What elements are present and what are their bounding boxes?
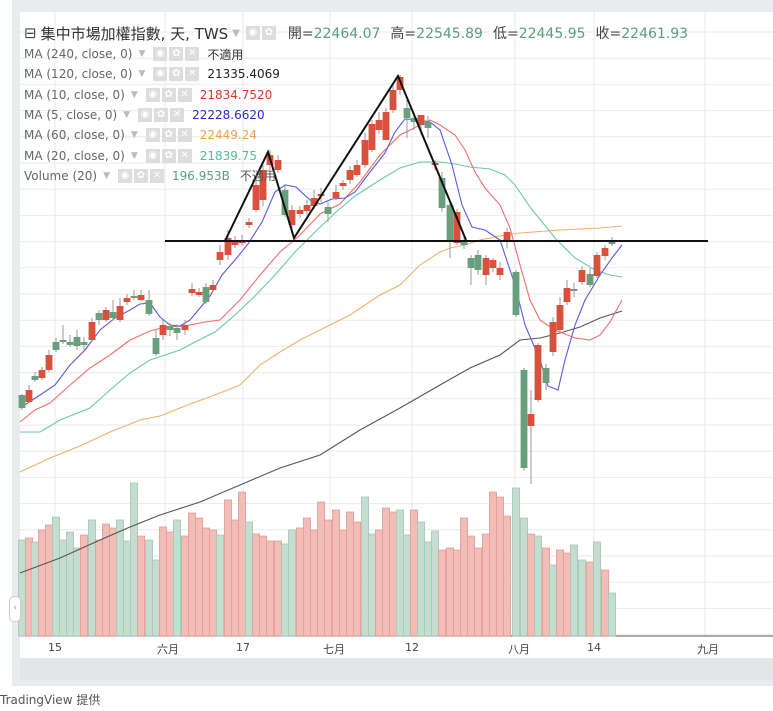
chevron-down-icon[interactable]: ▼ (130, 130, 138, 141)
indicator-label[interactable]: MA (20, close, 0) (24, 148, 125, 163)
indicator-value: 21335.4069 (207, 67, 280, 82)
indicator-label[interactable]: MA (5, close, 0) (24, 108, 118, 123)
chevron-down-icon[interactable]: ▼ (130, 89, 138, 100)
ohlc-high: 高=22545.89 (390, 26, 483, 42)
chevron-down-icon[interactable]: ▼ (103, 170, 110, 181)
chevron-down-icon[interactable]: ▼ (130, 150, 138, 161)
indicator-value: 22449.24 (199, 128, 257, 143)
close-icon[interactable]: ✕ (177, 148, 192, 163)
close-icon[interactable]: ✕ (150, 168, 164, 183)
indicator-row[interactable]: MA (10, close, 0) ▼ ◉ ✿ ✕ 21834.7520 (24, 85, 688, 105)
indicator-label[interactable]: MA (120, close, 0) (24, 67, 133, 82)
close-icon[interactable]: ✕ (185, 47, 200, 62)
close-icon[interactable]: ✕ (177, 87, 192, 102)
indicator-value: 22228.6620 (192, 108, 265, 123)
eye-icon[interactable]: ◉ (145, 87, 160, 102)
grid-lines (20, 12, 773, 637)
indicator-label[interactable]: Volume (20) (24, 168, 98, 183)
x-axis-label: 12 (405, 641, 419, 654)
indicator-row[interactable]: MA (5, close, 0) ▼ ◉ ✿ ✕ 22228.6620 (24, 105, 688, 125)
indicator-row[interactable]: MA (240, close, 0) ▼ ◉ ✿ ✕ 不適用 (24, 44, 688, 64)
eye-icon[interactable]: ◉ (138, 108, 153, 123)
chevron-down-icon[interactable]: ▼ (232, 27, 240, 39)
symbol-header: ⊟ 集中市場加權指數, 天, TWS ▼ ◉ ✿ 開=22464.07 高=225… (24, 22, 688, 44)
gear-icon[interactable]: ✿ (161, 87, 176, 102)
attribution[interactable]: TradingView 提供 (0, 693, 101, 707)
eye-icon[interactable]: ◉ (153, 67, 168, 82)
x-axis-label: 六月 (157, 643, 179, 656)
eye-icon[interactable]: ◉ (118, 168, 132, 183)
indicator-row[interactable]: MA (120, close, 0) ▼ ◉ ✿ ✕ 21335.4069 (24, 64, 688, 84)
chevron-down-icon[interactable]: ▼ (123, 110, 131, 121)
scroll-left-handle[interactable]: ‹ (9, 596, 21, 622)
gear-icon[interactable]: ✿ (161, 148, 176, 163)
indicator-value: 21839.75 (199, 148, 257, 163)
indicator-value: 不適用 (207, 47, 244, 62)
eye-icon[interactable]: ◉ (145, 148, 160, 163)
eye-icon[interactable]: ◉ (245, 26, 260, 40)
drawing-m-pattern (165, 73, 708, 242)
gear-icon[interactable]: ✿ (134, 168, 148, 183)
x-axis-label: 七月 (323, 643, 345, 656)
x-axis-label: 14 (587, 641, 601, 654)
ohlc-low: 低=22445.95 (492, 26, 586, 42)
volume-bars (18, 482, 616, 637)
x-axis-label: 八月 (508, 643, 530, 656)
ohlc-open: 開=22464.07 (287, 26, 381, 42)
chevron-down-icon[interactable]: ▼ (138, 69, 146, 80)
time-scale-bar (20, 658, 773, 680)
chevron-down-icon[interactable]: ▼ (138, 49, 146, 60)
gear-icon[interactable]: ✿ (169, 67, 184, 82)
gear-icon[interactable]: ✿ (161, 128, 176, 143)
close-icon[interactable]: ✕ (185, 67, 200, 82)
indicator-value: 21834.7520 (199, 87, 273, 102)
indicator-label[interactable]: MA (10, close, 0) (24, 87, 125, 102)
close-icon[interactable]: ✕ (177, 128, 192, 143)
indicator-row[interactable]: MA (20, close, 0) ▼ ◉ ✿ ✕ 21839.75 (24, 145, 688, 165)
gear-icon[interactable]: ✿ (261, 26, 276, 40)
eye-icon[interactable]: ◉ (153, 47, 168, 62)
indicator-value-2: 不適用 (239, 169, 276, 184)
eye-icon[interactable]: ◉ (145, 128, 160, 143)
indicator-label[interactable]: MA (60, close, 0) (24, 128, 125, 143)
gear-icon[interactable]: ✿ (169, 47, 184, 62)
indicator-row[interactable]: MA (60, close, 0) ▼ ◉ ✿ ✕ 22449.24 (24, 125, 688, 145)
legend: ⊟ 集中市場加權指數, 天, TWS ▼ ◉ ✿ 開=22464.07 高=225… (24, 22, 688, 186)
x-axis-label: 17 (236, 641, 250, 654)
indicator-row[interactable]: Volume (20) ▼ ◉ ✿ ✕ 196.953B 不適用 (24, 166, 688, 186)
price-chart[interactable] (0, 0, 773, 686)
ohlc-close: 收=22461.93 (595, 26, 689, 42)
x-axis-label: 15 (48, 641, 62, 654)
gear-icon[interactable]: ✿ (154, 108, 169, 123)
x-axis-label: 九月 (697, 643, 719, 656)
close-icon[interactable]: ✕ (170, 108, 185, 123)
indicator-label[interactable]: MA (240, close, 0) (24, 47, 133, 62)
indicator-value: 196.953B (172, 168, 230, 183)
symbol-title[interactable]: 集中市場加權指數, 天, TWS (40, 24, 229, 43)
collapse-square-icon[interactable]: ⊟ (24, 24, 37, 42)
